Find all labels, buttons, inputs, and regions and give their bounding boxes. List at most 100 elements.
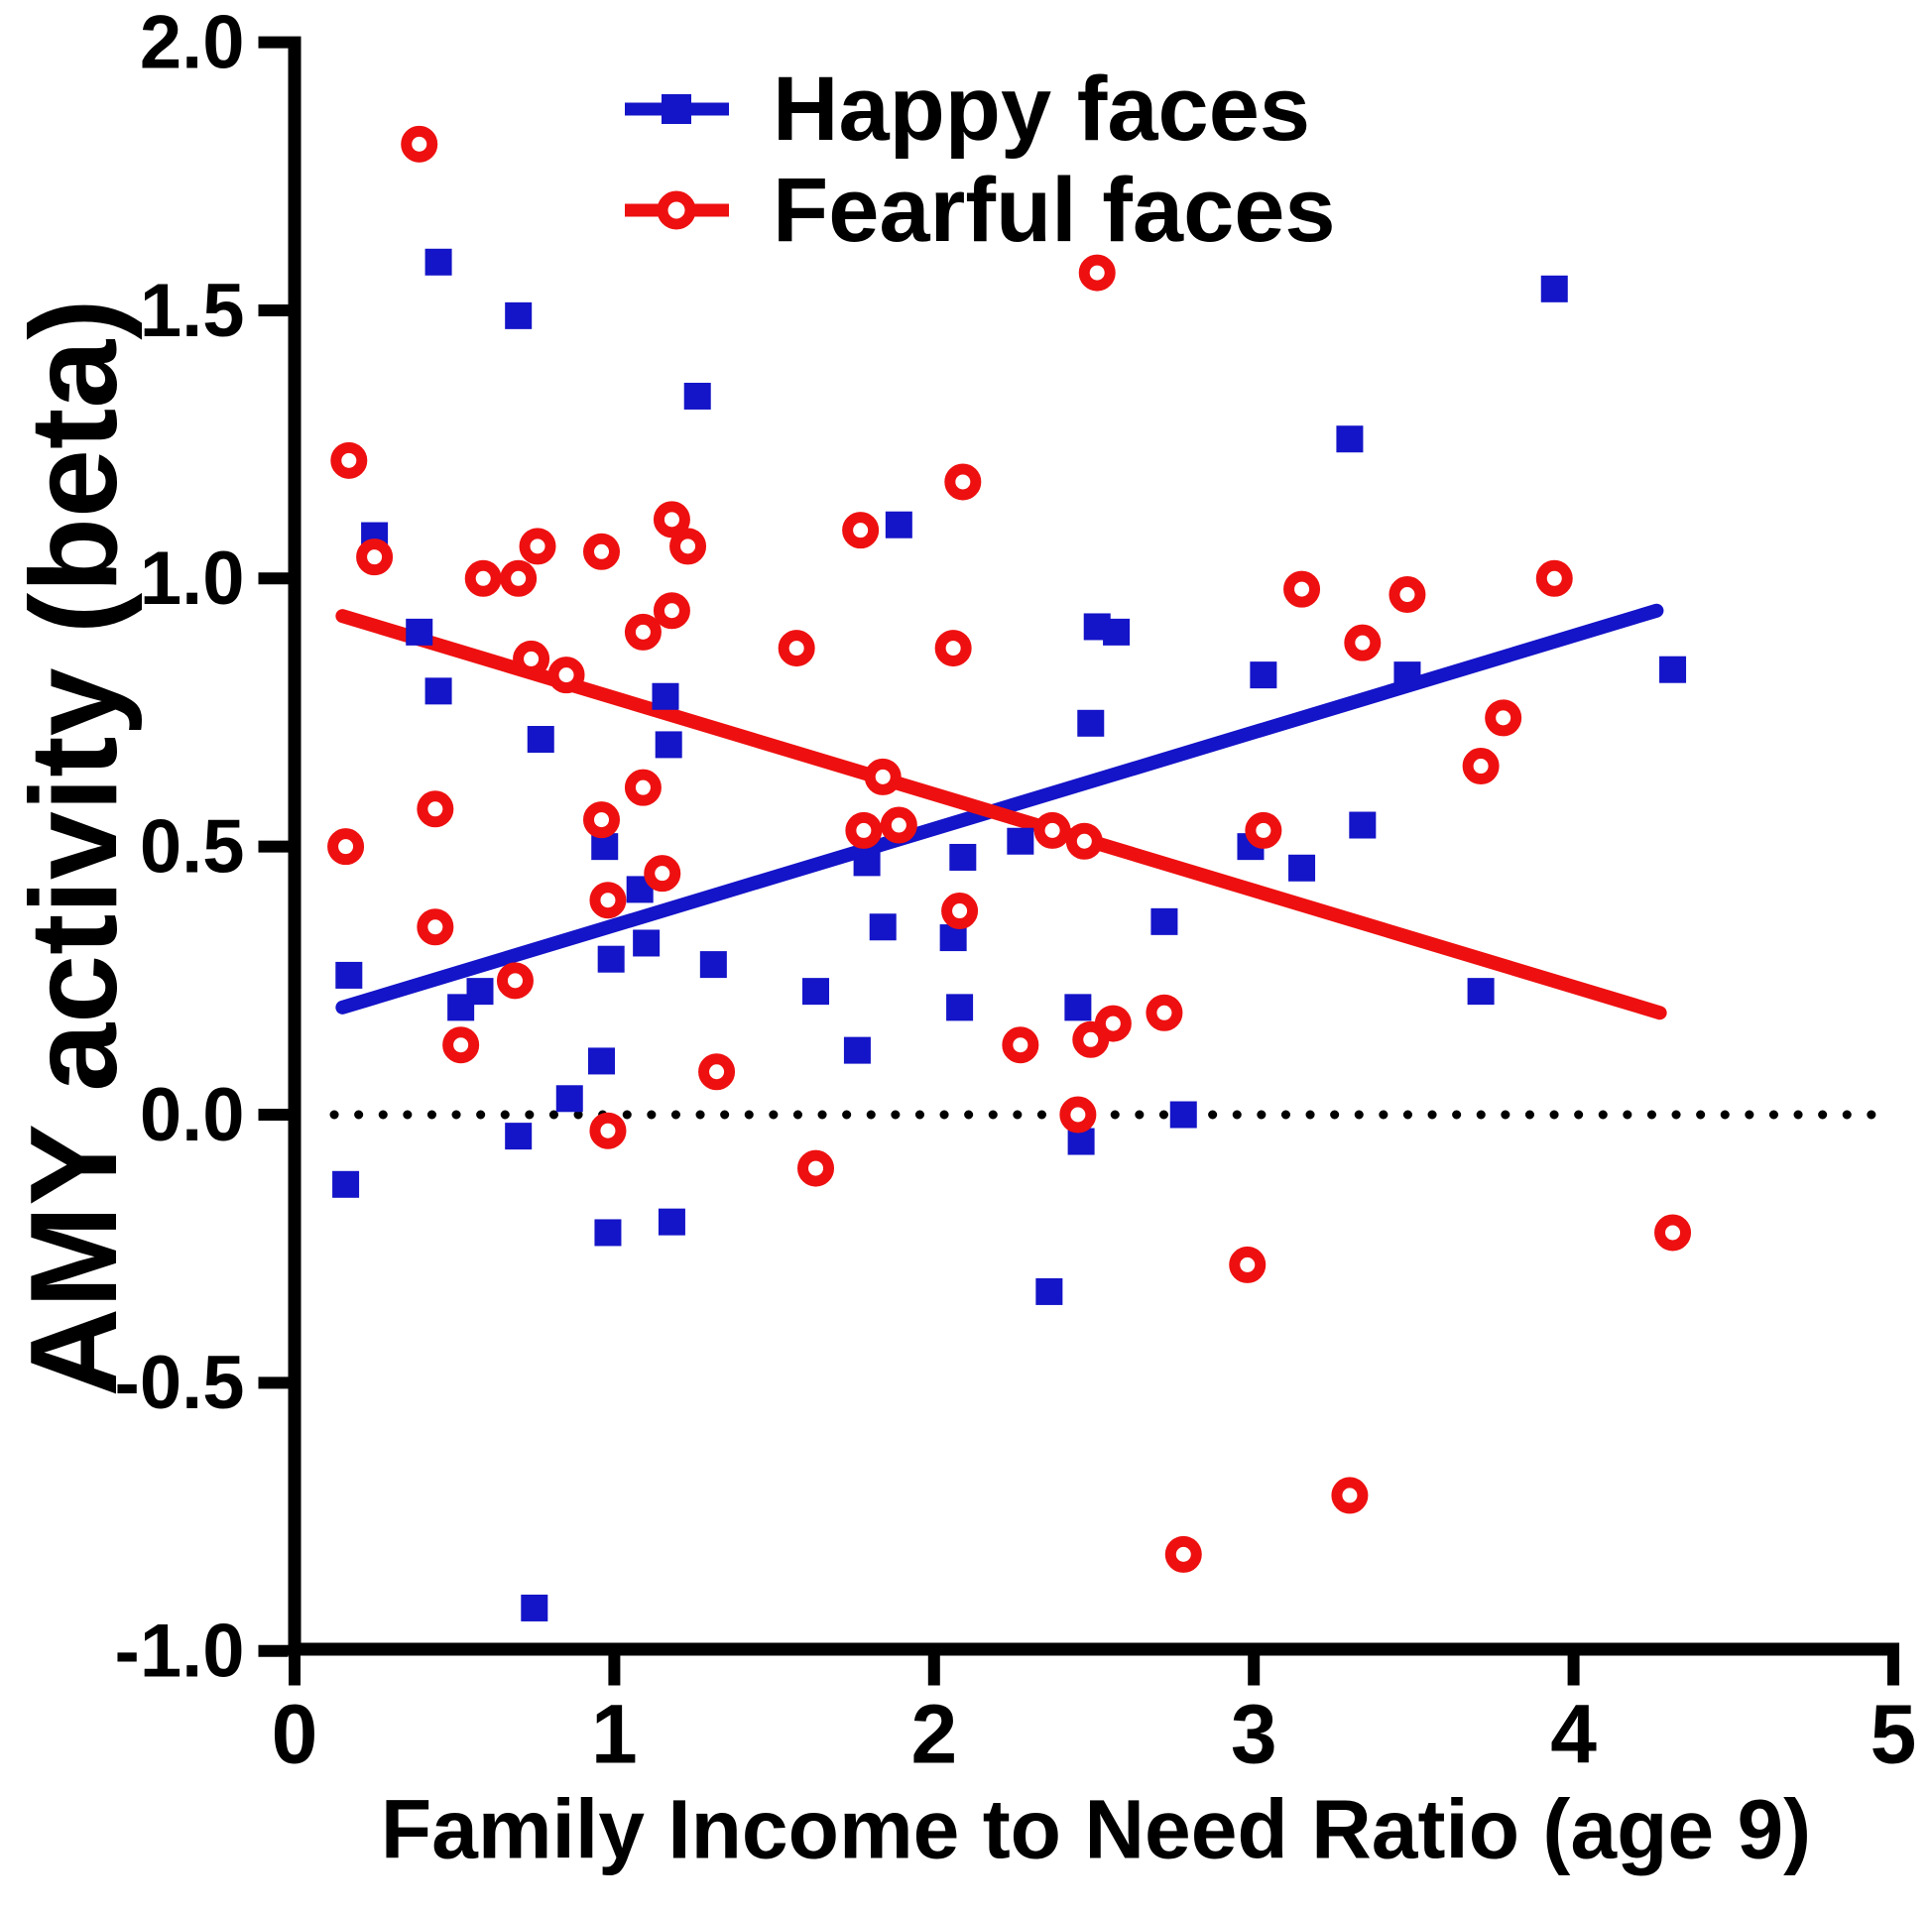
happy-face-point <box>505 301 533 329</box>
happy-face-point <box>699 951 727 979</box>
fearful-face-point <box>653 501 690 538</box>
happy-face-point <box>652 682 679 710</box>
happy-face-point <box>332 1170 360 1198</box>
fearful-face-point <box>1283 570 1321 608</box>
fearful-faces-points <box>327 125 1692 1573</box>
fearful-face-point <box>1462 748 1500 785</box>
happy-face-point <box>655 731 682 759</box>
x-axis-title: Family Income to Need Ratio (age 9) <box>380 1782 1812 1876</box>
fearful-face-point <box>1078 254 1116 292</box>
fearful-face-point <box>1059 1096 1097 1134</box>
y-tick-label: 1.0 <box>140 537 245 621</box>
legend-entry-happy-faces: Happy faces <box>625 59 1336 160</box>
happy-face-point <box>1349 811 1377 839</box>
y-tick-label: 0.0 <box>140 1073 245 1157</box>
fearful-face-point <box>1344 624 1382 661</box>
fearful-face-point <box>442 1026 480 1064</box>
x-axis: 0 1 2 3 4 5 <box>272 1642 1917 1781</box>
fearful-face-point <box>1654 1214 1692 1252</box>
happy-face-point <box>527 726 554 754</box>
happy-face-point <box>1659 656 1687 683</box>
legend-label-fearful-faces: Fearful faces <box>773 160 1336 261</box>
fearful-face-point <box>797 1149 835 1187</box>
happy-face-point <box>946 994 974 1021</box>
happy-face-point <box>555 1085 583 1113</box>
fearful-face-point <box>1164 1535 1202 1573</box>
fearful-face-point <box>1094 1005 1132 1042</box>
fearful-face-point <box>589 1112 627 1149</box>
fearful-face-point <box>842 512 880 549</box>
fearful-face-point <box>1002 1026 1039 1064</box>
happy-face-point <box>588 1047 616 1075</box>
fearful-face-point <box>644 855 681 893</box>
fearful-face-point <box>944 463 982 501</box>
y-tick-label: 0.5 <box>140 804 245 889</box>
fearful-face-point <box>513 640 550 677</box>
x-tick-label: 3 <box>1231 1688 1277 1781</box>
happy-face-point <box>683 382 711 410</box>
fearful-face-point <box>653 592 690 630</box>
happy-face-point <box>1103 618 1131 646</box>
y-axis-title: AMY activity (beta) <box>6 299 143 1397</box>
fearful-face-point <box>583 533 621 570</box>
fearful-face-point <box>327 828 365 866</box>
happy-face-point <box>505 1123 533 1150</box>
fearful-face-point <box>1033 811 1071 849</box>
happy-face-point <box>802 978 830 1006</box>
fearful-face-point <box>778 630 815 667</box>
happy-face-point <box>1336 425 1364 453</box>
fearful-face-point <box>496 962 534 1000</box>
fearful-face-point <box>669 528 707 565</box>
happy-face-point <box>594 1219 622 1247</box>
happy-face-point <box>1077 709 1105 737</box>
x-tick-label: 5 <box>1871 1688 1917 1781</box>
fearful-face-point <box>1389 576 1426 614</box>
happy-face-point <box>597 945 625 973</box>
fearful-face-point <box>589 882 627 919</box>
x-tick-label: 1 <box>591 1688 638 1781</box>
fearful-face-point <box>401 125 438 163</box>
happy-face-point <box>843 1036 871 1064</box>
happy-face-point <box>885 511 912 538</box>
fearful-face-point <box>464 559 502 597</box>
y-tick-label: -1.0 <box>115 1610 245 1694</box>
fearful-face-point <box>417 908 454 946</box>
fearful-face-point <box>864 758 902 795</box>
legend-label-happy-faces: Happy faces <box>773 59 1311 160</box>
happy-face-point <box>335 961 363 989</box>
happy-face-point <box>521 1594 548 1621</box>
happy-face-point <box>1169 1101 1197 1129</box>
happy-face-point <box>424 248 452 276</box>
fearful-face-point <box>1072 1020 1110 1058</box>
fearful-face-point <box>547 657 585 694</box>
fearful-faces-legend-marker-icon <box>625 190 729 230</box>
fearful-face-point <box>1535 559 1573 597</box>
fearful-face-point <box>880 806 917 844</box>
happy-face-point <box>869 913 897 941</box>
happy-face-point <box>853 849 881 877</box>
fearful-face-point <box>845 811 883 849</box>
fearful-face-point <box>698 1053 736 1091</box>
fearful-face-point <box>941 893 979 930</box>
legend: Happy faces Fearful faces <box>625 59 1336 261</box>
fearful-face-point <box>356 538 394 576</box>
happy-face-point <box>1007 827 1034 855</box>
fearful-face-point <box>624 613 662 651</box>
happy-face-point <box>1035 1277 1063 1305</box>
happy-face-point <box>424 677 452 705</box>
fearful-face-point <box>1331 1477 1369 1514</box>
happy-face-point <box>1150 907 1178 935</box>
y-tick-label: 1.5 <box>140 269 245 353</box>
happy-faces-points <box>332 248 1687 1621</box>
happy-faces-legend-marker-icon <box>625 94 729 124</box>
happy-face-point <box>633 929 661 957</box>
fearful-face-point <box>624 769 662 806</box>
y-tick-label: -0.5 <box>115 1341 245 1425</box>
happy-face-point <box>1540 275 1568 302</box>
fearful-face-point <box>1065 822 1103 860</box>
fearful-face-point <box>1146 994 1183 1031</box>
happy-face-point <box>1467 978 1495 1006</box>
x-tick-label: 0 <box>272 1688 318 1781</box>
